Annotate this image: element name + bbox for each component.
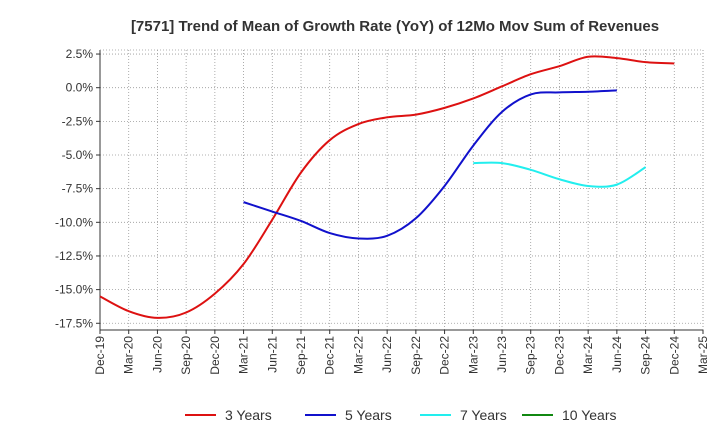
x-tick-label: Dec-22 bbox=[438, 336, 452, 375]
y-tick-label: -15.0% bbox=[55, 283, 93, 297]
x-tick-label: Jun-23 bbox=[495, 336, 509, 373]
legend-label-7-years: 7 Years bbox=[460, 407, 507, 423]
plot-area bbox=[100, 50, 703, 330]
x-tick-label: Sep-23 bbox=[524, 336, 538, 375]
x-tick-label: Mar-20 bbox=[122, 336, 136, 374]
series-line-7-years bbox=[473, 161, 647, 188]
series-line-3-years bbox=[99, 55, 675, 319]
x-tick-label: Jun-22 bbox=[380, 336, 394, 373]
legend-label-10-years: 10 Years bbox=[562, 407, 617, 423]
y-tick-label: 2.5% bbox=[66, 47, 94, 61]
x-tick-label: Mar-24 bbox=[581, 336, 595, 374]
x-tick-label: Mar-23 bbox=[466, 336, 480, 374]
x-tick-label: Jun-20 bbox=[150, 336, 164, 373]
axes: 2.5% 0.0% -2.5% -5.0% -7.5% -10.0% -12.5% -15.0… bbox=[55, 47, 710, 375]
x-tick-label: Mar-25 bbox=[696, 336, 710, 374]
y-tick-label: -5.0% bbox=[62, 148, 94, 162]
x-tick-label: Dec-21 bbox=[323, 336, 337, 375]
x-tick-label: Dec-23 bbox=[552, 336, 566, 375]
chart-title: [7571] Trend of Mean of Growth Rate (YoY… bbox=[131, 18, 659, 35]
x-tick-label: Jun-24 bbox=[610, 336, 624, 373]
y-tick-label: -12.5% bbox=[55, 249, 93, 263]
x-tick-label: Dec-19 bbox=[93, 336, 107, 375]
x-tick-label: Sep-20 bbox=[179, 336, 193, 375]
y-tick-label: -2.5% bbox=[62, 114, 94, 128]
x-tick-label: Sep-21 bbox=[294, 336, 308, 375]
legend: 3 Years 5 Years 7 Years 10 Years bbox=[185, 407, 617, 423]
x-tick-label: Mar-21 bbox=[237, 336, 251, 374]
x-tick-label: Jun-21 bbox=[265, 336, 279, 373]
y-tick-label: -7.5% bbox=[62, 182, 94, 196]
series-lines bbox=[99, 55, 675, 319]
series-line-5-years bbox=[243, 89, 617, 240]
legend-label-5-years: 5 Years bbox=[345, 407, 392, 423]
x-tick-label: Dec-20 bbox=[208, 336, 222, 375]
x-tick-label: Sep-22 bbox=[409, 336, 423, 375]
x-tick-label: Dec-24 bbox=[667, 336, 681, 375]
legend-label-3-years: 3 Years bbox=[225, 407, 272, 423]
x-tick-label: Sep-24 bbox=[639, 336, 653, 375]
y-tick-label: -17.5% bbox=[55, 316, 93, 330]
y-tick-label: 0.0% bbox=[66, 81, 94, 95]
x-tick-label: Mar-22 bbox=[351, 336, 365, 374]
y-tick-label: -10.0% bbox=[55, 215, 93, 229]
